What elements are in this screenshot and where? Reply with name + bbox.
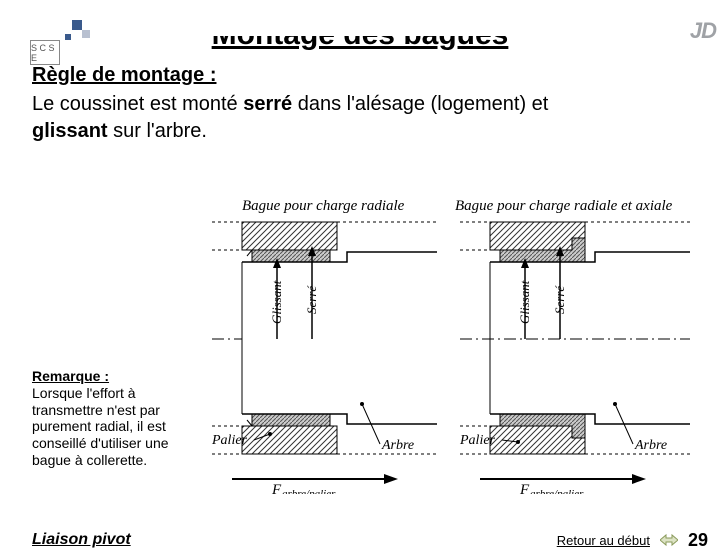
footer: Liaison pivot Retour au début 29 [0, 528, 720, 552]
rule-heading: Règle de montage : [32, 64, 688, 87]
remark-block: Remarque : Lorsque l'effort à transmettr… [32, 368, 192, 469]
corner-badge: JD [690, 18, 716, 44]
svg-text:F: F [519, 482, 530, 494]
logo-box: S C S E [30, 40, 60, 65]
page-number: 29 [688, 530, 708, 551]
return-arrow-icon[interactable] [660, 533, 678, 547]
svg-text:arbre/palier: arbre/palier [530, 488, 584, 494]
svg-text:Serré: Serré [552, 285, 567, 314]
top-decoration [0, 18, 720, 36]
remark-heading: Remarque : [32, 368, 192, 385]
footer-left-link[interactable]: Liaison pivot [0, 531, 131, 549]
svg-text:Arbre: Arbre [634, 438, 667, 453]
right-diagram-title: Bague pour charge radiale et axiale [455, 198, 673, 214]
svg-text:Palier: Palier [211, 433, 248, 448]
svg-text:F: F [271, 482, 282, 494]
svg-text:Glissant: Glissant [517, 280, 532, 324]
remark-text: Lorsque l'effort à transmettre n'est par… [32, 385, 192, 469]
svg-text:arbre/palier: arbre/palier [282, 488, 336, 494]
technical-diagram: Bague pour charge radiale [202, 194, 700, 494]
svg-text:Serré: Serré [304, 285, 319, 314]
rule-text: Le coussinet est monté serré dans l'alés… [32, 91, 688, 145]
left-diagram-title: Bague pour charge radiale [242, 198, 405, 214]
svg-text:Glissant: Glissant [269, 280, 284, 324]
svg-text:Palier: Palier [459, 433, 496, 448]
return-link[interactable]: Retour au début [557, 533, 650, 548]
svg-text:Arbre: Arbre [381, 438, 414, 453]
